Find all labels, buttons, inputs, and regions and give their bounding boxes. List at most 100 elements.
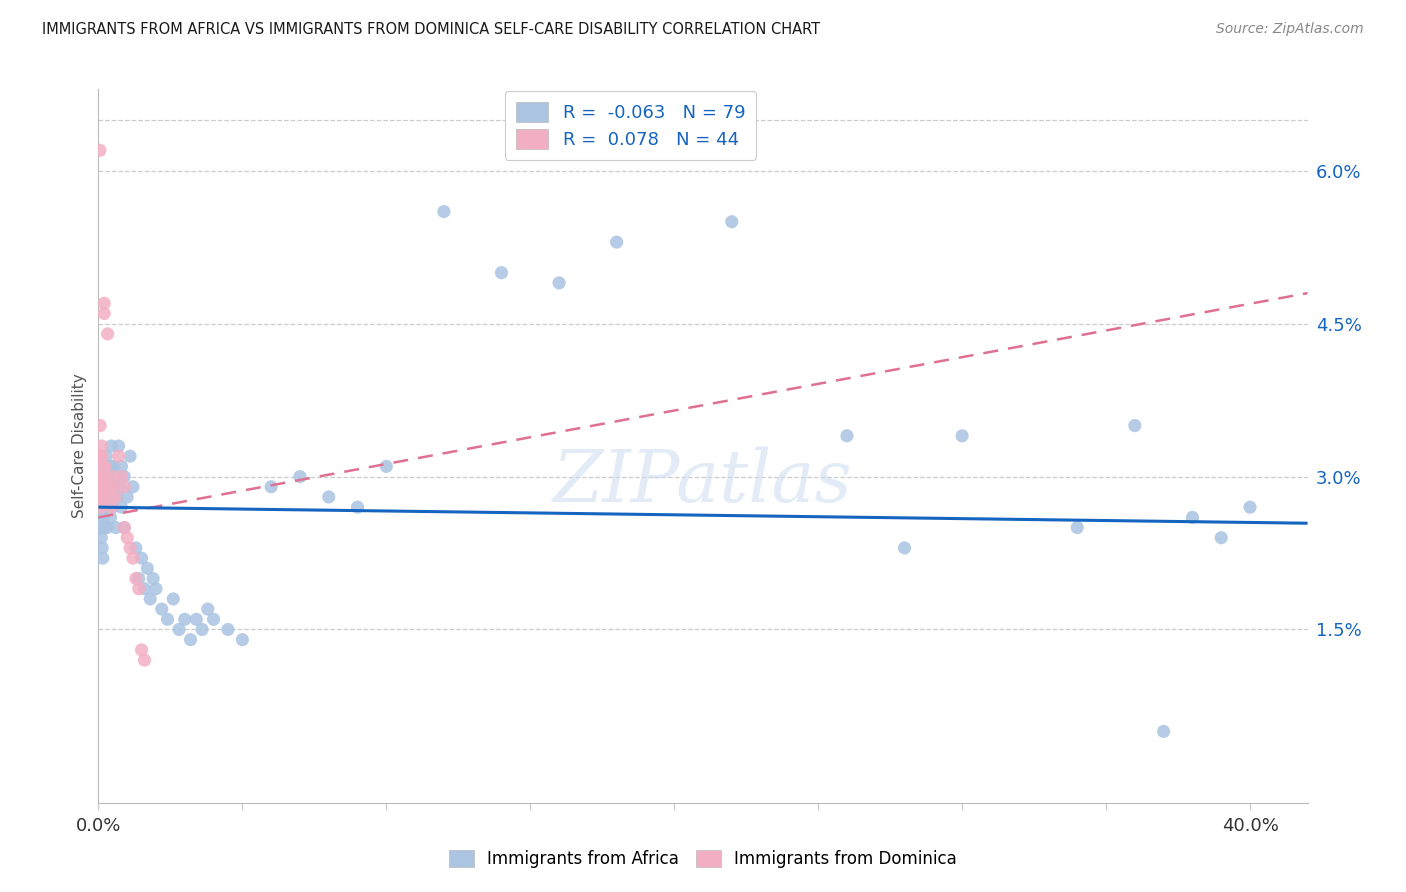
Point: [375, 459, 398, 474]
Point: [145, 582, 167, 596]
Point: [122, 551, 145, 566]
Point: [202, 612, 225, 626]
Point: [98, 490, 121, 504]
Legend: Immigrants from Africa, Immigrants from Dominica: Immigrants from Africa, Immigrants from …: [443, 843, 963, 875]
Point: [1211, 531, 1233, 545]
Point: [131, 643, 153, 657]
Point: [91, 469, 114, 483]
Point: [93, 520, 115, 534]
Point: [100, 510, 122, 524]
Point: [90, 490, 112, 504]
Point: [122, 480, 145, 494]
Point: [104, 469, 127, 483]
Point: [110, 459, 132, 474]
Point: [94, 469, 117, 483]
Point: [101, 469, 124, 483]
Point: [91, 459, 114, 474]
Point: [134, 653, 156, 667]
Point: [1153, 724, 1175, 739]
Point: [91, 469, 114, 483]
Point: [191, 623, 214, 637]
Point: [893, 541, 915, 555]
Point: [93, 490, 115, 504]
Point: [97, 326, 120, 341]
Point: [120, 541, 142, 555]
Point: [112, 520, 135, 534]
Point: [110, 500, 132, 515]
Point: [103, 459, 125, 474]
Point: [89, 469, 111, 483]
Point: [96, 500, 118, 515]
Point: [131, 551, 153, 566]
Point: [720, 215, 742, 229]
Point: [90, 490, 112, 504]
Point: [90, 500, 112, 515]
Point: [104, 490, 127, 504]
Point: [96, 520, 118, 534]
Point: [346, 500, 368, 515]
Point: [93, 500, 115, 515]
Point: [112, 469, 135, 483]
Point: [115, 490, 138, 504]
Point: [90, 520, 112, 534]
Point: [318, 490, 340, 504]
Point: [433, 204, 456, 219]
Point: [128, 572, 150, 586]
Point: [835, 429, 858, 443]
Point: [90, 449, 112, 463]
Point: [101, 480, 124, 494]
Point: [128, 582, 150, 596]
Point: [125, 541, 148, 555]
Point: [91, 490, 114, 504]
Point: [104, 520, 127, 534]
Point: [90, 531, 112, 545]
Point: [94, 459, 117, 474]
Point: [120, 449, 142, 463]
Point: [136, 561, 159, 575]
Point: [90, 480, 112, 494]
Point: [98, 480, 121, 494]
Point: [89, 418, 111, 433]
Point: [167, 623, 190, 637]
Point: [260, 480, 283, 494]
Point: [90, 510, 112, 524]
Text: ZIPatlas: ZIPatlas: [553, 446, 853, 517]
Point: [112, 520, 135, 534]
Point: [93, 469, 115, 483]
Point: [217, 623, 239, 637]
Point: [100, 500, 122, 515]
Text: Source: ZipAtlas.com: Source: ZipAtlas.com: [1216, 22, 1364, 37]
Text: IMMIGRANTS FROM AFRICA VS IMMIGRANTS FROM DOMINICA SELF-CARE DISABILITY CORRELAT: IMMIGRANTS FROM AFRICA VS IMMIGRANTS FRO…: [42, 22, 820, 37]
Point: [91, 480, 114, 494]
Point: [139, 591, 162, 606]
Point: [97, 469, 120, 483]
Point: [548, 276, 571, 290]
Point: [142, 572, 165, 586]
Point: [115, 531, 138, 545]
Point: [93, 306, 115, 320]
Point: [112, 480, 135, 494]
Point: [1123, 418, 1146, 433]
Point: [96, 480, 118, 494]
Point: [94, 480, 117, 494]
Point: [93, 296, 115, 310]
Point: [231, 632, 253, 647]
Point: [606, 235, 628, 249]
Point: [1181, 510, 1204, 524]
Point: [94, 459, 117, 474]
Point: [90, 500, 112, 515]
Point: [90, 469, 112, 483]
Point: [96, 490, 118, 504]
Point: [91, 551, 114, 566]
Point: [950, 429, 973, 443]
Point: [110, 469, 132, 483]
Point: [288, 469, 311, 483]
Point: [125, 572, 148, 586]
Point: [108, 480, 131, 494]
Point: [90, 439, 112, 453]
Point: [98, 490, 121, 504]
Point: [1066, 520, 1088, 534]
Point: [96, 449, 118, 463]
Y-axis label: Self-Care Disability: Self-Care Disability: [72, 374, 87, 518]
Point: [105, 490, 128, 504]
